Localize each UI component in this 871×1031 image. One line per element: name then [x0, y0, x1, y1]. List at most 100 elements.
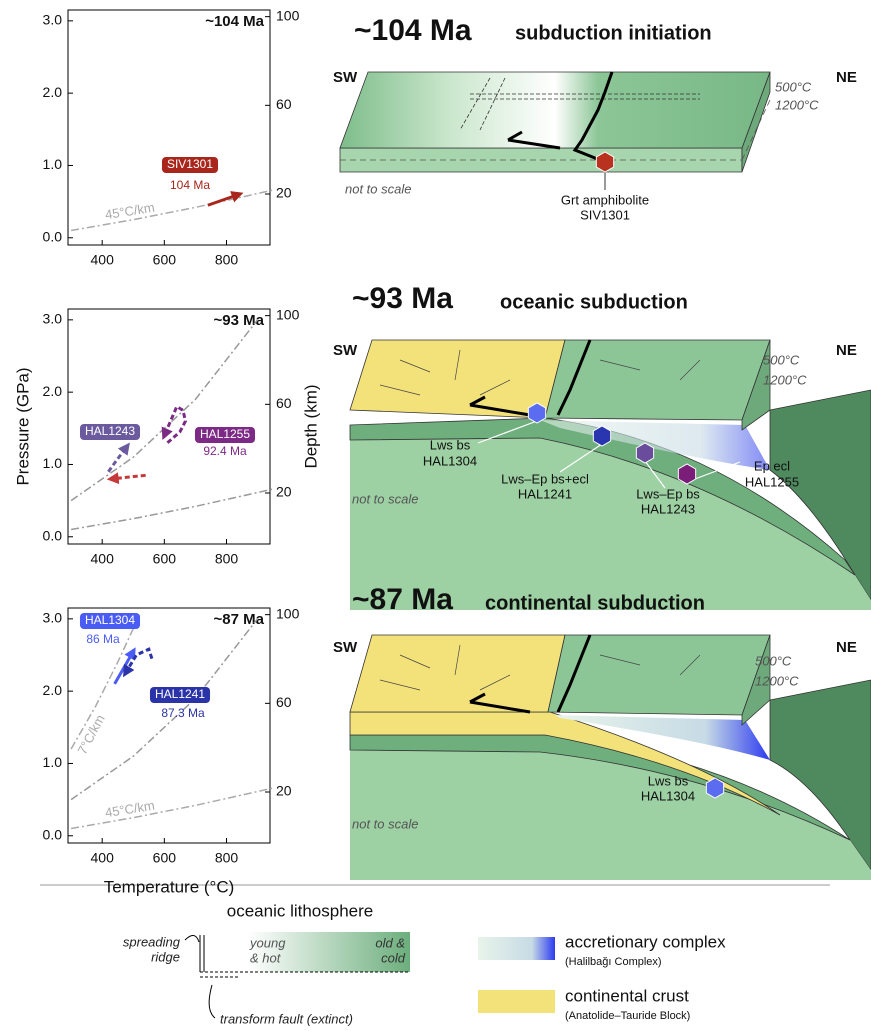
y-tick-label: 3.0 — [43, 610, 63, 626]
sample-label: HAL1304 — [423, 453, 477, 468]
legend-text: transform fault (extinct) — [220, 1011, 353, 1026]
x-tick-label: 400 — [91, 252, 115, 268]
legend-swatch — [478, 990, 555, 1013]
y-tick-label: 0.0 — [43, 228, 63, 244]
sample-label: Lws bs — [430, 437, 471, 452]
y-tick-label: 3.0 — [43, 12, 63, 28]
pt-path — [164, 407, 185, 443]
sample-label: HAL1304 — [641, 788, 695, 803]
section-1: ~104 Ma subduction initiation SW NE 500°… — [333, 14, 857, 223]
sample-label: Lws bs — [648, 773, 689, 788]
figure: ~104 Ma subduction initiation SW NE 500°… — [0, 0, 871, 1031]
sample-label: SIV1301 — [167, 157, 213, 171]
y-tick-label: 1.0 — [43, 156, 63, 172]
geotherm — [71, 788, 273, 828]
ne-label: NE — [836, 342, 857, 359]
section-age: ~104 Ma — [354, 14, 472, 47]
wedge-top — [548, 635, 770, 715]
legend-text: cold — [381, 950, 406, 965]
isotherm-label: 500°C — [763, 352, 800, 367]
isotherm-label: 1200°C — [763, 372, 807, 387]
y2-tick-label: 60 — [276, 395, 292, 411]
pt-path — [112, 475, 146, 479]
y-tick-label: 1.0 — [43, 754, 63, 770]
sample-label: HAL1243 — [641, 501, 695, 516]
x-tick-label: 600 — [153, 850, 177, 866]
x-tick-label: 600 — [153, 551, 177, 567]
sw-label: SW — [333, 342, 358, 359]
plot-title: ~104 Ma — [205, 13, 264, 30]
x-tick-label: 800 — [215, 850, 239, 866]
section-title: oceanic subduction — [500, 291, 688, 313]
x-tick-label: 800 — [215, 551, 239, 567]
y2-axis-label: Depth (km) — [301, 384, 320, 468]
pt-plot: 4006008000.01.02.03.02060100~93 MaPressu… — [13, 306, 320, 566]
sample-marker — [706, 778, 723, 798]
y2-tick-label: 60 — [276, 96, 292, 112]
sample-label: Grt amphibolite — [561, 192, 649, 207]
sample-marker — [528, 403, 545, 423]
sample-label: HAL1255 — [200, 427, 250, 441]
x-tick-label: 400 — [91, 551, 115, 567]
pt-plot: 4006008000.01.02.03.02060100~87 MaTemper… — [43, 605, 300, 896]
y-tick-label: 1.0 — [43, 455, 63, 471]
section-age: ~87 Ma — [352, 583, 453, 616]
legend-swatch — [478, 937, 555, 960]
isotherm-label: 500°C — [755, 653, 792, 668]
slab-top — [340, 72, 770, 148]
isotherm-label: 1200°C — [755, 673, 799, 688]
x-tick-label: 800 — [215, 252, 239, 268]
sample-label: SIV1301 — [580, 207, 630, 222]
legend-title: oceanic lithosphere — [227, 901, 373, 920]
geotherm — [71, 320, 257, 501]
sample-marker — [593, 426, 610, 446]
x-tick-label: 400 — [91, 850, 115, 866]
sample-label: Lws–Ep bs — [636, 486, 700, 501]
y-tick-label: 2.0 — [43, 383, 63, 399]
pt-path — [208, 194, 239, 205]
sw-label: SW — [333, 69, 358, 86]
geotherm-label: 45°C/km — [104, 200, 156, 223]
geotherm — [71, 489, 273, 529]
y2-tick-label: 20 — [276, 185, 292, 201]
y2-tick-label: 20 — [276, 783, 292, 799]
wedge-top — [545, 340, 770, 420]
transform-fault — [200, 972, 410, 977]
y2-tick-label: 60 — [276, 694, 292, 710]
sample-age: 86 Ma — [86, 632, 120, 646]
y-tick-label: 0.0 — [43, 826, 63, 842]
y-tick-label: 2.0 — [43, 84, 63, 100]
pt-path — [125, 649, 151, 673]
plot-frame — [68, 10, 270, 245]
sample-age: 92.4 Ma — [203, 444, 247, 458]
legend-sublabel: (Halilbağı Complex) — [565, 956, 662, 968]
scale-note: not to scale — [352, 816, 419, 831]
legend-sublabel: (Anatolide–Tauride Block) — [565, 1010, 690, 1022]
legend: oceanic lithosphere spreading ridge youn… — [40, 885, 830, 1026]
y2-tick-label: 100 — [276, 605, 300, 621]
geotherm-label: 45°C/km — [104, 798, 156, 821]
legend-text: & hot — [250, 950, 282, 965]
sample-marker — [596, 152, 613, 172]
scale-note: not to scale — [345, 181, 412, 196]
section-age: ~93 Ma — [352, 282, 453, 315]
y-tick-label: 3.0 — [43, 311, 63, 327]
x-tick-label: 600 — [153, 252, 177, 268]
y-tick-label: 0.0 — [43, 527, 63, 543]
legend-label: continental crust — [565, 986, 689, 1005]
section-title: subduction initiation — [515, 22, 712, 44]
sample-age: 87.3 Ma — [161, 706, 205, 720]
sample-label: HAL1241 — [155, 687, 205, 701]
sample-label: HAL1241 — [518, 486, 572, 501]
pt-path — [108, 446, 127, 471]
x-axis-label: Temperature (°C) — [104, 877, 235, 896]
isotherm-label: 500°C — [775, 79, 812, 94]
y-axis-label: Pressure (GPa) — [13, 367, 32, 485]
y-tick-label: 2.0 — [43, 682, 63, 698]
sample-label: Lws–Ep bs+ecl — [501, 471, 589, 486]
sample-label: HAL1304 — [85, 613, 135, 627]
sample-marker — [678, 464, 695, 484]
legend-text: spreading — [123, 934, 181, 949]
section-title: continental subduction — [485, 592, 705, 614]
legend-text: old & — [375, 935, 405, 950]
